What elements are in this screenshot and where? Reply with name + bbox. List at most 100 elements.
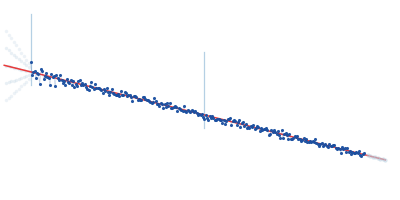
Point <box>253 126 259 130</box>
Point <box>100 91 106 94</box>
Point <box>35 72 42 75</box>
Point <box>5 49 12 52</box>
Point <box>303 138 309 141</box>
Point <box>186 109 192 113</box>
Point <box>112 94 119 97</box>
Point <box>129 99 136 102</box>
Point <box>147 100 154 103</box>
Point <box>228 123 235 126</box>
Point <box>62 83 69 87</box>
Point <box>23 58 30 61</box>
Point <box>290 136 296 139</box>
Point <box>110 91 116 95</box>
Point <box>161 103 168 106</box>
Point <box>367 155 373 158</box>
Point <box>10 53 17 56</box>
Point <box>75 79 82 82</box>
Point <box>336 147 343 150</box>
Point <box>192 109 199 112</box>
Point <box>3 82 9 85</box>
Point <box>13 90 19 93</box>
Point <box>195 113 201 116</box>
Point <box>5 65 12 68</box>
Point <box>324 144 330 147</box>
Point <box>130 95 137 98</box>
Point <box>358 154 365 158</box>
Point <box>304 140 310 143</box>
Point <box>13 55 19 58</box>
Point <box>266 133 272 136</box>
Point <box>326 142 332 146</box>
Point <box>64 77 70 80</box>
Point <box>28 61 34 64</box>
Point <box>105 90 111 93</box>
Point <box>26 70 32 73</box>
Point <box>18 76 24 80</box>
Point <box>268 129 274 132</box>
Point <box>210 117 217 120</box>
Point <box>334 147 340 151</box>
Point <box>322 142 329 145</box>
Point <box>238 122 245 125</box>
Point <box>21 76 27 79</box>
Point <box>82 83 88 86</box>
Point <box>125 94 132 97</box>
Point <box>313 142 320 145</box>
Point <box>165 104 172 107</box>
Point <box>263 126 270 130</box>
Point <box>61 79 67 83</box>
Point <box>83 85 89 89</box>
Point <box>10 79 17 82</box>
Point <box>3 64 9 67</box>
Point <box>16 57 22 61</box>
Point <box>205 118 212 121</box>
Point <box>329 144 335 147</box>
Point <box>377 157 383 160</box>
Point <box>272 130 278 134</box>
Point <box>49 75 56 78</box>
Point <box>236 118 242 122</box>
Point <box>119 94 125 97</box>
Point <box>249 125 255 129</box>
Point <box>18 51 24 54</box>
Point <box>285 138 291 141</box>
Point <box>142 97 148 101</box>
Point <box>348 153 354 156</box>
Point <box>382 158 388 161</box>
Point <box>380 158 386 161</box>
Point <box>327 145 334 148</box>
Point <box>111 93 118 96</box>
Point <box>93 86 100 89</box>
Point <box>357 153 363 156</box>
Point <box>220 118 227 121</box>
Point <box>174 109 181 112</box>
Point <box>343 151 349 154</box>
Point <box>262 128 268 131</box>
Point <box>10 66 17 69</box>
Point <box>136 97 142 101</box>
Point <box>295 138 302 141</box>
Point <box>314 142 321 145</box>
Point <box>184 108 191 111</box>
Point <box>47 83 53 86</box>
Point <box>212 118 218 121</box>
Point <box>335 146 342 149</box>
Point <box>289 138 295 141</box>
Point <box>97 88 103 91</box>
Point <box>284 134 290 137</box>
Point <box>330 143 336 146</box>
Point <box>156 104 162 107</box>
Point <box>306 140 312 144</box>
Point <box>222 122 228 125</box>
Point <box>260 127 267 131</box>
Point <box>254 125 260 128</box>
Point <box>311 140 317 143</box>
Point <box>104 87 110 90</box>
Point <box>132 94 138 98</box>
Point <box>150 101 156 104</box>
Point <box>281 132 288 135</box>
Point <box>148 102 155 105</box>
Point <box>353 150 360 153</box>
Point <box>26 66 32 69</box>
Point <box>240 121 246 124</box>
